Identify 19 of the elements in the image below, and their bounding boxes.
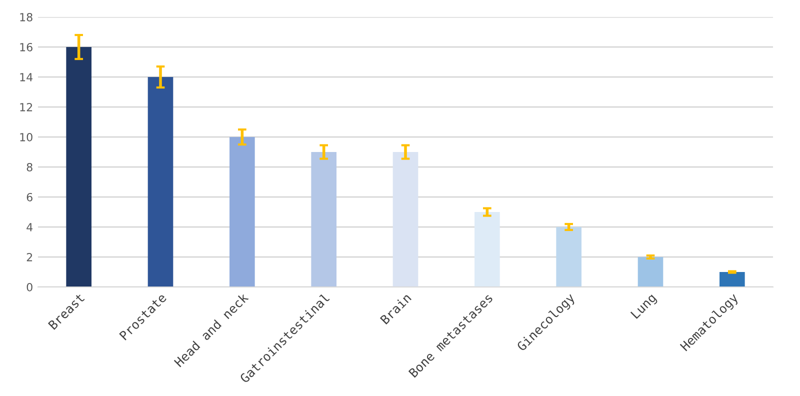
y-tick-label: 14 <box>20 73 33 82</box>
bar <box>230 137 255 287</box>
y-tick-label: 2 <box>26 252 32 262</box>
y-tick-label: 12 <box>20 102 32 112</box>
bar <box>474 212 500 287</box>
y-tick-label: 8 <box>26 162 32 172</box>
bar <box>392 152 418 287</box>
y-tick-label: 16 <box>20 42 32 52</box>
bar <box>148 77 174 287</box>
bar <box>638 257 664 287</box>
bar <box>66 47 92 287</box>
bar <box>556 227 582 287</box>
y-tick-label: 0 <box>26 282 32 292</box>
bar <box>720 272 745 287</box>
y-tick-label: 18 <box>20 12 32 22</box>
y-tick-label: 6 <box>26 192 32 202</box>
y-tick-label: 4 <box>26 223 33 232</box>
bar <box>311 152 336 287</box>
y-tick-label: 10 <box>20 132 32 142</box>
